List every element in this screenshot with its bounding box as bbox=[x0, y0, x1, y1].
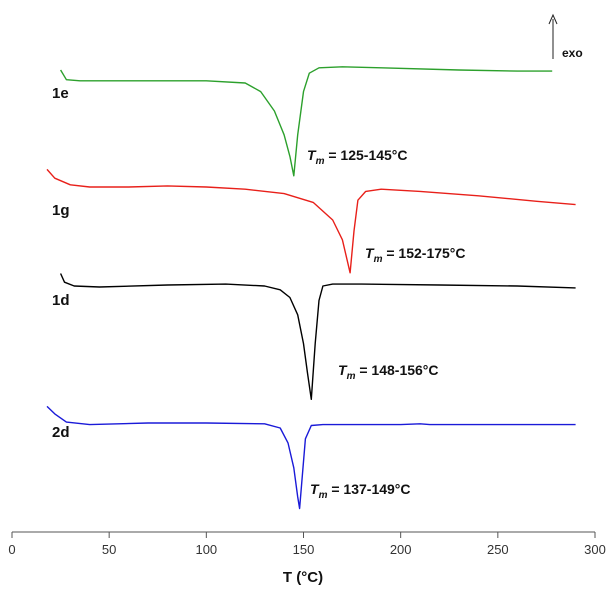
curve-label-1e: 1e bbox=[52, 85, 69, 102]
x-tick-label-50: 50 bbox=[102, 542, 116, 557]
tm-symbol: T bbox=[365, 245, 375, 261]
curve-label-1d: 1d bbox=[52, 292, 70, 309]
melting-range-labels-group: Tm = 125-145°CTm = 152-175°CTm = 148-156… bbox=[307, 147, 466, 501]
tm-symbol: T bbox=[338, 362, 348, 378]
curve-1e bbox=[59, 66, 553, 177]
melting-range-label-1e: Tm = 125-145°C bbox=[307, 147, 408, 167]
tm-range: = 137-149°C bbox=[327, 481, 410, 497]
curve-label-2d: 2d bbox=[52, 424, 70, 441]
tm-symbol: T bbox=[307, 147, 317, 163]
tm-subscript: m bbox=[374, 254, 383, 265]
x-ticks-group: 0 50 100 150 200 250 300 bbox=[8, 532, 606, 557]
exo-label: exo bbox=[562, 46, 583, 60]
x-tick-label-150: 150 bbox=[293, 542, 315, 557]
x-tick-label-300: 300 bbox=[584, 542, 606, 557]
x-tick-label-200: 200 bbox=[390, 542, 412, 557]
curve-label-1g: 1g bbox=[52, 202, 70, 219]
curves-group bbox=[46, 66, 576, 510]
tm-subscript: m bbox=[319, 490, 328, 501]
tm-range: = 152-175°C bbox=[382, 245, 465, 261]
x-axis-title: T (°C) bbox=[283, 569, 323, 586]
x-tick-label-100: 100 bbox=[195, 542, 217, 557]
exo-arrow-icon bbox=[548, 13, 558, 25]
curve-1g bbox=[46, 168, 576, 274]
tm-symbol: T bbox=[310, 481, 320, 497]
melting-range-label-1g: Tm = 152-175°C bbox=[365, 245, 466, 265]
tm-subscript: m bbox=[347, 371, 356, 382]
x-axis: 0 50 100 150 200 250 300 T (°C) bbox=[8, 531, 606, 586]
x-tick-label-0: 0 bbox=[8, 542, 15, 557]
tm-subscript: m bbox=[316, 156, 325, 167]
curve-1d bbox=[59, 273, 576, 400]
x-tick-label-250: 250 bbox=[487, 542, 509, 557]
melting-range-label-1d: Tm = 148-156°C bbox=[338, 362, 439, 382]
melting-range-label-2d: Tm = 137-149°C bbox=[310, 481, 411, 501]
exo-indicator: exo bbox=[548, 13, 583, 60]
curve-labels-group: 1e 1g 1d 2d bbox=[52, 85, 70, 441]
tm-range: = 125-145°C bbox=[324, 147, 407, 163]
tm-range: = 148-156°C bbox=[355, 362, 438, 378]
curve-2d bbox=[46, 405, 576, 510]
